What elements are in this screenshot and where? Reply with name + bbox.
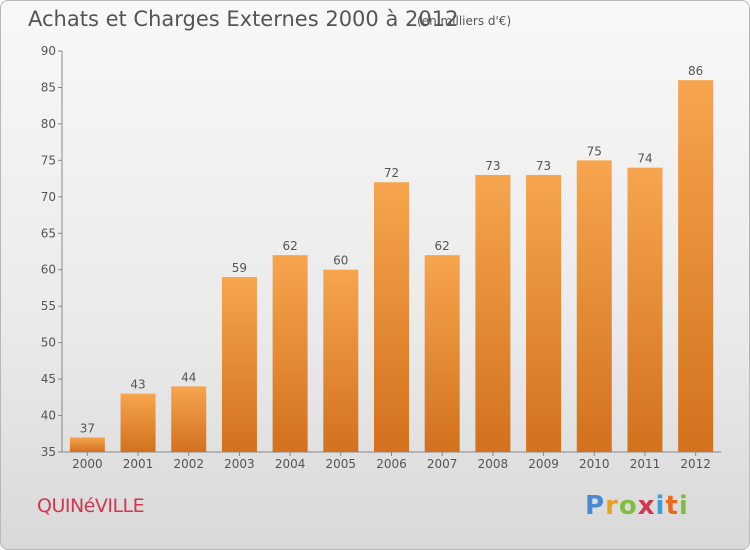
bar-value-label: 62 bbox=[282, 239, 297, 253]
logo-letter: P bbox=[585, 491, 606, 521]
bar-2003 bbox=[221, 277, 257, 452]
bar-value-label: 74 bbox=[637, 152, 652, 166]
bar-2008 bbox=[475, 174, 511, 453]
bar-2009 bbox=[526, 174, 562, 453]
y-tick-label: 35 bbox=[41, 445, 56, 459]
logo-letter: x bbox=[637, 491, 656, 521]
bar-value-label: 72 bbox=[384, 166, 399, 180]
bar-value-label: 59 bbox=[232, 261, 247, 275]
bar-2012 bbox=[678, 80, 714, 452]
y-tick-label: 75 bbox=[41, 153, 56, 167]
x-tick-label: 2006 bbox=[376, 457, 407, 471]
y-tick-label: 50 bbox=[41, 336, 56, 350]
bars: 37 43 44 59 62 60 72 62 73 73 75 74 86 bbox=[69, 64, 714, 453]
y-tick-label: 70 bbox=[41, 190, 56, 204]
x-tick-label: 2009 bbox=[528, 457, 559, 471]
chart-title: Achats et Charges Externes 2000 à 2012 bbox=[28, 7, 459, 31]
bar-value-label: 44 bbox=[181, 370, 196, 384]
bar-value-label: 73 bbox=[485, 159, 500, 173]
x-axis: 2000 2001 2002 2003 2004 2005 2006 2007 2008 2009… bbox=[62, 451, 721, 471]
y-tick-label: 80 bbox=[41, 117, 56, 131]
bar-2011 bbox=[627, 167, 663, 452]
proxiti-logo[interactable]: Proxiti bbox=[585, 491, 689, 521]
x-tick-label: 2008 bbox=[478, 457, 509, 471]
bar-2000 bbox=[69, 437, 105, 452]
x-tick-label: 2005 bbox=[326, 457, 357, 471]
bar-value-label: 75 bbox=[587, 144, 602, 158]
x-tick-label: 2011 bbox=[630, 457, 661, 471]
x-tick-label: 2004 bbox=[275, 457, 306, 471]
bar-value-label: 86 bbox=[688, 64, 703, 78]
y-tick-label: 85 bbox=[41, 80, 56, 94]
y-tick-label: 60 bbox=[41, 263, 56, 277]
logo-letter: o bbox=[618, 491, 638, 521]
y-tick-label: 65 bbox=[41, 226, 56, 240]
x-tick-label: 2012 bbox=[680, 457, 711, 471]
y-tick-label: 90 bbox=[41, 44, 56, 58]
bar-2010 bbox=[576, 160, 612, 452]
x-tick-label: 2002 bbox=[173, 457, 204, 471]
bar-value-label: 37 bbox=[80, 421, 95, 435]
bar-2002 bbox=[171, 386, 207, 452]
logo-letter: i bbox=[655, 491, 666, 521]
bar-value-label: 73 bbox=[536, 159, 551, 173]
commune-name: QUINéVILLE bbox=[37, 495, 145, 517]
logo-letter: r bbox=[605, 491, 619, 521]
y-tick-label: 55 bbox=[41, 299, 56, 313]
bar-2007 bbox=[424, 255, 460, 452]
chart-unit: (en milliers d'€) bbox=[417, 14, 512, 28]
logo-letter: i bbox=[678, 491, 689, 521]
y-tick-label: 45 bbox=[41, 372, 56, 386]
x-tick-label: 2010 bbox=[579, 457, 610, 471]
x-tick-label: 2007 bbox=[427, 457, 458, 471]
x-tick-label: 2003 bbox=[224, 457, 255, 471]
x-tick-label: 2000 bbox=[72, 457, 103, 471]
bar-2004 bbox=[272, 255, 308, 452]
y-tick-label: 40 bbox=[41, 409, 56, 423]
bar-2001 bbox=[120, 393, 156, 452]
bar-2005 bbox=[323, 269, 359, 452]
bar-value-label: 60 bbox=[333, 254, 348, 268]
bar-value-label: 43 bbox=[130, 378, 145, 392]
x-tick-label: 2001 bbox=[123, 457, 154, 471]
y-axis: 35 40 45 50 55 60 65 70 75 80 85 90 bbox=[41, 44, 63, 459]
logo-letter: t bbox=[665, 491, 679, 521]
bar-2006 bbox=[374, 182, 409, 452]
bar-value-label: 62 bbox=[435, 239, 450, 253]
